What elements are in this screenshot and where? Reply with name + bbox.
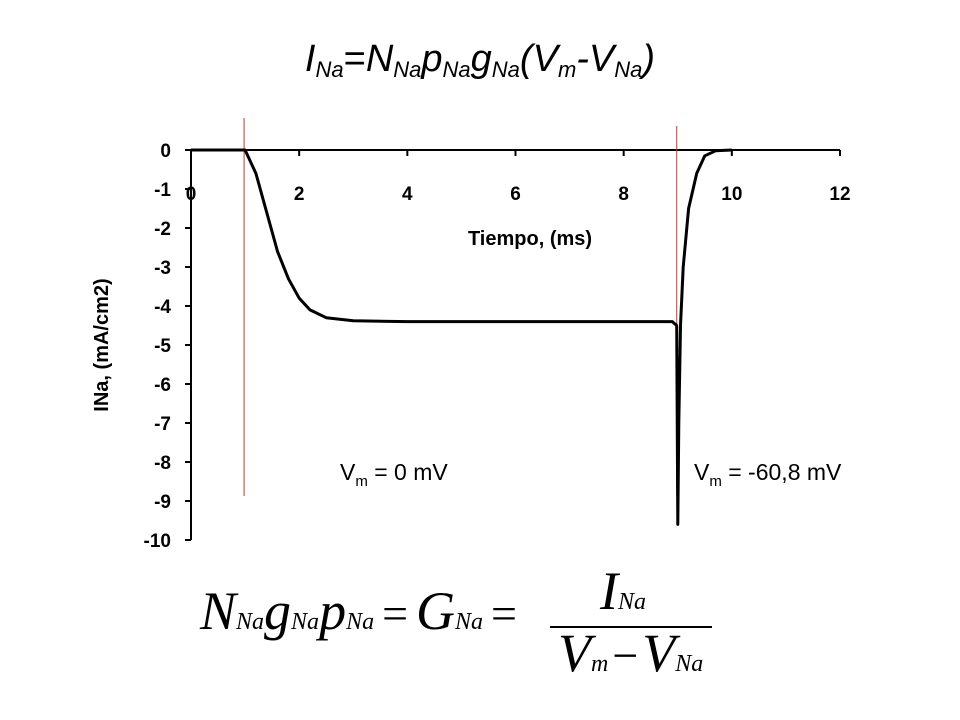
curve-group [191, 148, 732, 526]
y-tick-label: -5 [154, 336, 171, 357]
formula-denominator: Vm−VNa [558, 623, 704, 683]
x-tick-label: 12 [829, 184, 850, 205]
y-tick-label: -1 [154, 180, 171, 201]
formula-numerator: INa [600, 561, 646, 621]
y-tick-label: -10 [144, 531, 171, 552]
x-axis-label: Tiempo, (ms) [468, 228, 592, 250]
ina-curve [191, 148, 732, 526]
y-tick-label: 0 [160, 141, 171, 162]
x-tick-label: 8 [618, 184, 629, 205]
ina-chart: 0 -1 -2 -3 -4 -5 -6 -7 -8 -9 -10 0 2 4 6 8 10 12 Tiempo, … [91, 118, 851, 552]
fraction-bar [550, 626, 712, 628]
y-tick-label: -2 [154, 219, 171, 240]
formula-lhs: NNagNapNa = GNa = [200, 581, 517, 641]
slide-title: INa=NNapNagNa(Vm-VNa) [304, 38, 656, 82]
x-tick-label: 4 [402, 184, 413, 205]
x-tick-label: 6 [510, 184, 521, 205]
y-tick-label: -8 [154, 453, 171, 474]
y-tick-label: -9 [154, 492, 171, 513]
x-tick-label: 10 [721, 184, 742, 205]
axes: 0 -1 -2 -3 -4 -5 -6 -7 -8 -9 -10 0 2 4 6 8 10 12 [144, 141, 851, 552]
x-tick-label: 0 [186, 184, 197, 205]
vm-hold-label: Vm = -60,8 mV [694, 459, 842, 490]
y-tick-label: -6 [154, 375, 171, 396]
y-tick-label: -7 [154, 414, 171, 435]
vm-zero-label: Vm = 0 mV [340, 459, 448, 490]
y-axis-label: INa, (mA/cm2) [91, 278, 113, 411]
conductance-formula: NNagNapNa = GNa = INa Vm−VNa [200, 560, 740, 690]
y-tick-label: -3 [154, 258, 171, 279]
x-tick-label: 2 [294, 184, 305, 205]
y-tick-label: -4 [154, 297, 171, 318]
